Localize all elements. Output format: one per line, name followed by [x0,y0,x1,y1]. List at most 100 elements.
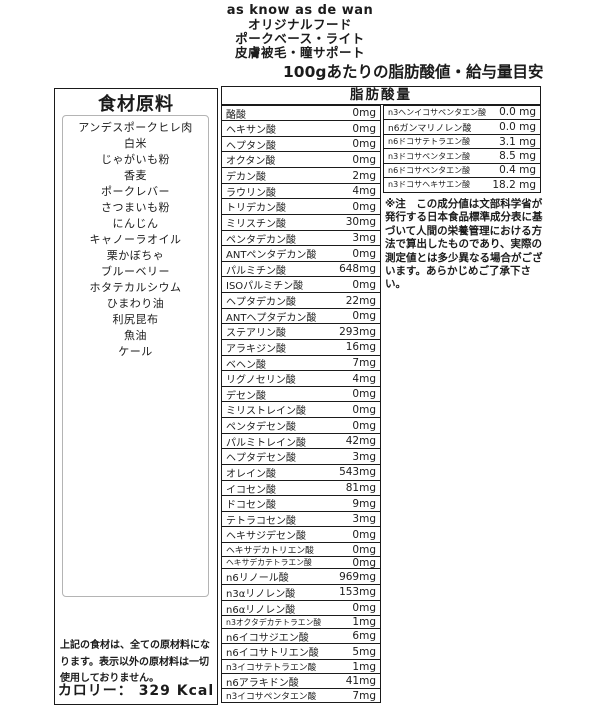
ingredients-list: アンデスポークヒレ肉 白米 じゃがいも粉 香麦 ポークレバー さつまいも粉 にんじん キャノー… [62,115,209,597]
ingredient-item: ひまわり油 [106,297,165,310]
ingredient-item: ホタテカルシウム [89,281,182,294]
fatty-acid-value: 0mg [352,153,376,166]
calorie-line: カロリー： 329 Kcal [55,680,217,700]
fatty-acid-value: 3.1 mg [499,135,536,148]
fatty-acid-value: 0.4 mg [499,164,536,177]
fatty-acid-value: 5mg [352,645,376,658]
fatty-acid-row: ヘプタデカン酸 22mg [221,292,381,310]
fatty-acid-name: ヘキサデカテトラエン酸 [226,558,312,568]
fatty-acid-name: n3オクタデカテトラエン酸 [226,617,322,627]
ingredient-item: ブルーベリー [101,265,170,278]
fatty-acid-row: 酪酸 0mg [221,104,381,122]
fatty-acid-name: オレイン酸 [226,468,276,480]
fatty-acid-value: 0mg [352,200,376,213]
fatty-acid-value: 0mg [352,403,376,416]
calorie-label: カロリー： [57,683,133,699]
fatty-acid-value: 41mg [345,675,376,688]
fatty-acid-row: n6イコサジエン酸 6mg [221,627,381,645]
fatty-acid-row: パルミチン酸 648mg [221,260,381,278]
ingredient-item: アンデスポークヒレ肉 [78,121,193,134]
fatty-acid-name: ペンタデセン酸 [226,422,296,434]
fatty-acid-name: パルミチン酸 [226,265,286,277]
fatty-acid-row: ドコセン酸 9mg [221,495,381,513]
fatty-acid-value: 648mg [339,263,376,276]
fatty-acid-side-column: n3ヘンイコサペンタエン酸 0.0 mg n6ガンマリノレン酸 0.0 mg n6ドコサ… [383,104,541,193]
fatty-acid-value: 1mg [352,660,376,673]
fatty-acid-value: 293mg [339,325,376,338]
fatty-acid-row: ステアリン酸 293mg [221,323,381,341]
fatty-acid-value: 4mg [352,372,376,385]
fatty-acid-name: リグノセリン酸 [226,375,296,387]
fatty-acid-name: ミリストレイン酸 [226,406,306,418]
fatty-acid-name: ヘキサジデセン酸 [226,531,306,543]
fatty-acid-note: ※注 この成分値は文部科学省が発行する日本食品標準成分表に基づいて人間の栄養管理… [385,198,543,291]
fatty-acid-row: n3αリノレン酸 153mg [221,583,381,601]
fatty-acid-name: ISOパルミチン酸 [226,281,304,293]
ingredients-note: 上記の食材は、全ての原材料になります。表示以外の原材料は一切使用しておりません。 [60,640,210,684]
fatty-acid-row: イコセン酸 81mg [221,479,381,497]
ingredient-item: さつまいも粉 [101,201,170,214]
fatty-acid-name: ドコセン酸 [226,500,276,512]
fatty-acid-value: 2mg [352,169,376,182]
fatty-acid-row: n3イコサテトラエン酸 1mg [221,659,381,675]
fatty-acid-name: n3ドコサペンタエン酸 [388,151,471,161]
fatty-acid-value: 0mg [352,107,376,120]
fatty-acid-value: 81mg [345,482,376,495]
fatty-acid-name: n6ドコサペンタエン酸 [388,165,471,175]
fatty-acid-value: 0mg [352,310,376,323]
fatty-acid-name: トリデカン酸 [226,203,286,215]
fatty-acid-row: n6αリノレン酸 0mg [221,599,381,617]
fatty-acid-value: 0mg [352,602,376,615]
fatty-acid-value: 4mg [352,185,376,198]
ingredient-item: にんじん [112,217,159,230]
fatty-acid-row: ペンタデカン酸 3mg [221,229,381,247]
fatty-acid-row: n6リノール酸 969mg [221,568,381,586]
fatty-acid-value: 1mg [352,616,376,629]
fatty-acid-name: 酪酸 [226,109,246,121]
fatty-acid-name: パルミトレイン酸 [226,437,306,449]
ingredient-item: ポークレバー [101,185,170,198]
fatty-acid-name: ANTヘプタデカン酸 [226,312,317,324]
fatty-acid-value: 0.0 mg [499,106,536,119]
fatty-acid-row: ヘキサン酸 0mg [221,120,381,138]
ingredient-item: 利尻昆布 [112,313,159,326]
ingredient-item: 香麦 [124,169,147,182]
calorie-value: 329 Kcal [138,683,215,699]
fatty-acid-value: 9mg [352,497,376,510]
fatty-acid-name: ベヘン酸 [226,359,266,371]
fatty-acid-value: 0mg [352,122,376,135]
product-line-1: オリジナルフード [247,17,352,32]
fatty-acid-name: ヘプタン酸 [226,140,276,152]
fatty-acid-main-column: 酪酸 0mg ヘキサン酸 0mg ヘプタン酸 0mg オクタン酸 0mg デカン酸 2mg ラウリン… [221,104,381,704]
fatty-acid-value: 153mg [339,586,376,599]
fatty-acid-value: 0mg [352,419,376,432]
fatty-acid-row: n3イコサペンタエン酸 7mg [221,688,381,704]
fatty-acid-row: ISOパルミチン酸 0mg [221,276,381,294]
fatty-acid-value: 543mg [339,466,376,479]
fatty-acid-value: 18.2 mg [492,178,536,191]
fatty-acid-name: ステアリン酸 [226,328,286,340]
fatty-acid-row: n6アラキドン酸 41mg [221,672,381,690]
fatty-acid-row: ミリスチン酸 30mg [221,213,381,231]
fatty-acid-row: ラウリン酸 4mg [221,182,381,200]
fatty-acid-name: ヘキサデカトリエン酸 [226,546,314,557]
fatty-acid-value: 0mg [352,138,376,151]
fatty-acid-row: ヘキサデカトリエン酸 0mg [221,542,381,558]
fatty-acid-value: 0.0 mg [499,121,536,134]
ingredient-item: 魚油 [124,329,147,342]
fatty-acid-name: ペンタデカン酸 [226,234,296,246]
ingredient-item: 栗かぼちゃ [106,249,165,262]
fatty-acid-value: 0mg [352,543,376,556]
fatty-acid-row: ヘプタデセン酸 3mg [221,448,381,466]
product-line-2: ポークベース・ライト [235,31,365,46]
fatty-acid-value: 0mg [352,556,376,569]
fatty-acid-name: n6アラキドン酸 [226,677,299,689]
fatty-acid-name: n6ドコサテトラエン酸 [388,137,471,147]
brand-name: as know as de wan [226,3,374,18]
fatty-acid-row: ミリストレイン酸 0mg [221,401,381,419]
page-title: 100gあたりの脂肪酸値・給与量目安 [283,63,544,81]
fatty-acid-value: 3mg [352,450,376,463]
fatty-acid-name: デセン酸 [226,390,266,402]
fatty-acid-name: n3イコサペンタエン酸 [226,692,317,703]
ingredients-title: 食材原料 [98,94,174,115]
